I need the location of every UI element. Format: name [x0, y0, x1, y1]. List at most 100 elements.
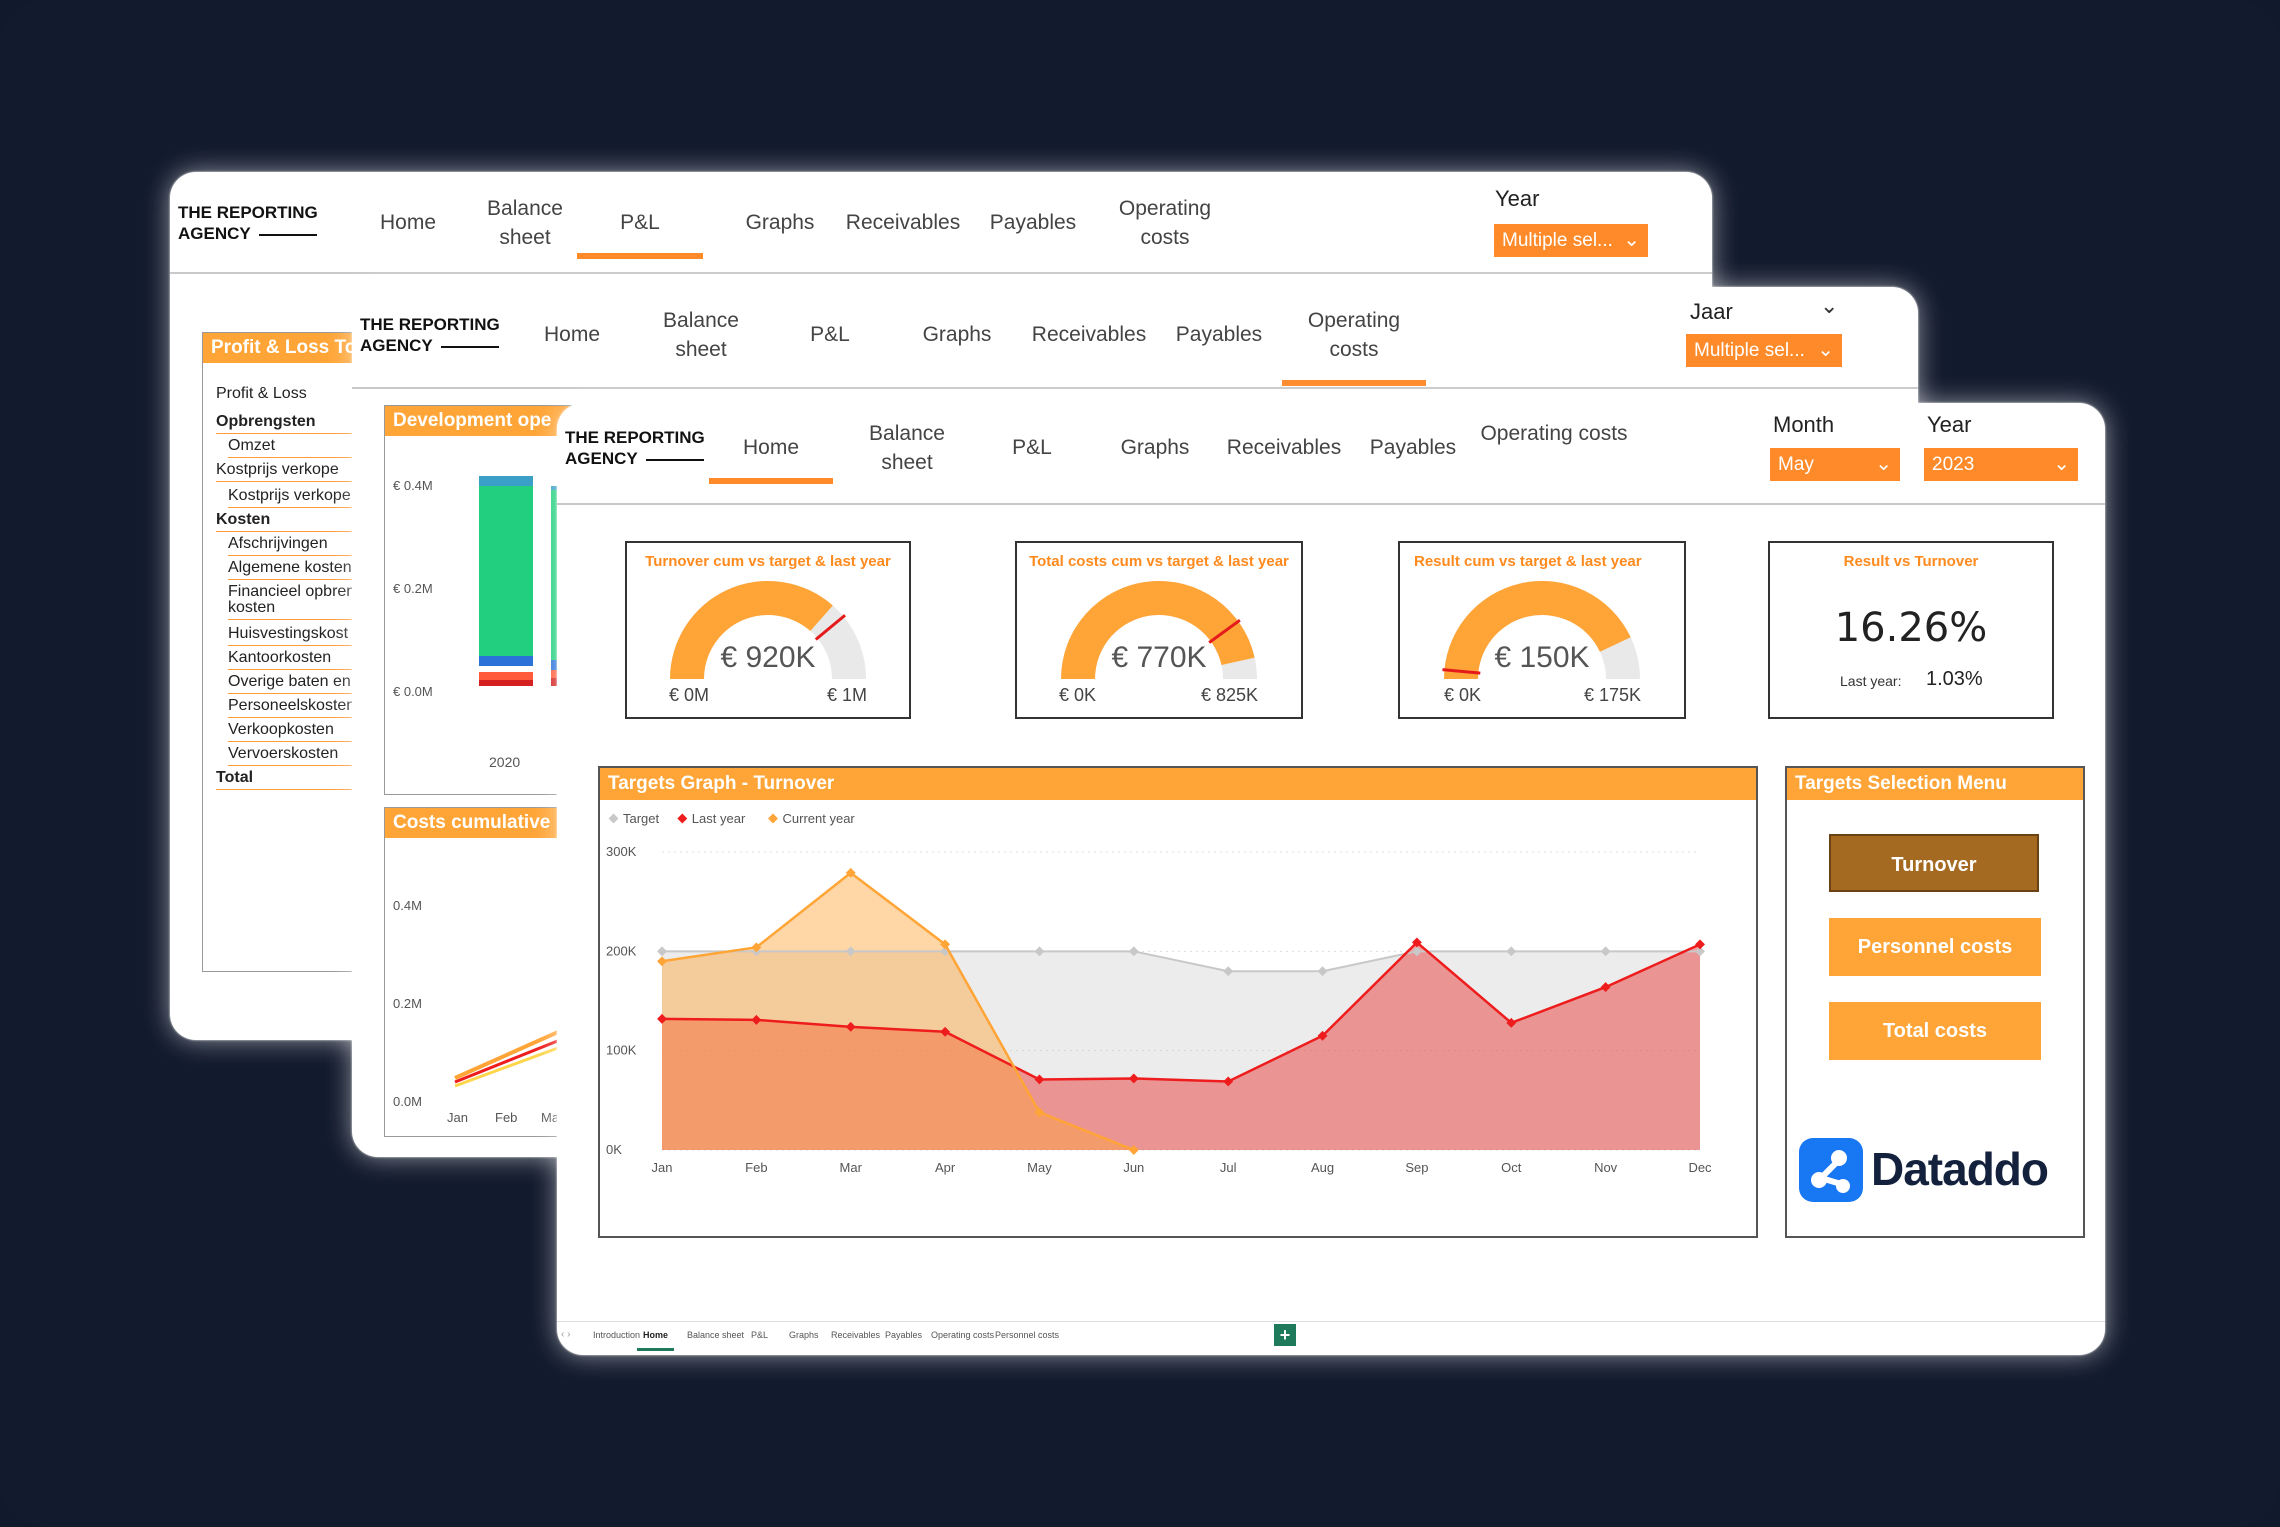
- nav-operating-costs[interactable]: Operating costs: [1282, 306, 1426, 386]
- total-costs-gauge: [1061, 581, 1257, 679]
- nav-operating-costs[interactable]: Operating costs: [1118, 197, 1212, 249]
- data-point[interactable]: [1600, 946, 1611, 957]
- nav-home[interactable]: Home: [709, 433, 833, 484]
- series-line: [661, 940, 1701, 1083]
- nav-pl[interactable]: P&L: [810, 323, 850, 346]
- tick-label: 0.4M: [393, 898, 422, 913]
- y-tick-label: 100K: [606, 1043, 637, 1058]
- pl-row: Vervoerskosten: [228, 742, 362, 766]
- nav-payables[interactable]: Payables: [989, 211, 1077, 234]
- chevron-down-icon: ⌄: [2053, 453, 2070, 475]
- kpi-result-card[interactable]: Result cum vs target & last year € 150K …: [1398, 541, 1686, 719]
- sheet-tab[interactable]: Personnel costs: [995, 1330, 1060, 1340]
- x-tick-label: Nov: [1594, 1160, 1618, 1175]
- x-tick-label: Feb: [745, 1160, 767, 1175]
- pl-row: Total: [216, 766, 362, 790]
- add-tab-button[interactable]: +: [1274, 1324, 1296, 1346]
- x-tick-label: Oct: [1501, 1160, 1522, 1175]
- tick-label: € 0.2M: [393, 581, 433, 596]
- result-vs-turnover-card[interactable]: Result vs Turnover 16.26% Last year: 1.0…: [1768, 541, 2054, 719]
- pl-row: Overige baten en: [228, 670, 362, 694]
- tab-nav-arrows[interactable]: ‹ ›: [561, 1329, 571, 1340]
- year-label: Year: [1495, 186, 1540, 211]
- kpi-min: € 0M: [669, 685, 710, 705]
- x-tick-label: Jun: [1123, 1160, 1144, 1175]
- data-point[interactable]: [1506, 946, 1517, 957]
- year-slicer[interactable]: Multiple sel... ⌄: [1494, 224, 1648, 257]
- nav-home[interactable]: Home: [543, 323, 601, 346]
- turnover-area-chart: 0K 100K 200K 300K Jan Feb Mar Apr May Jun Jul Aug Se…: [606, 811, 1712, 1175]
- kpi-total-costs-card[interactable]: Total costs cum vs target & last year € …: [1015, 541, 1303, 719]
- month-slicer[interactable]: May ⌄: [1770, 448, 1900, 481]
- sheet-tab[interactable]: Graphs: [789, 1330, 819, 1340]
- legend-label[interactable]: Target: [623, 811, 660, 826]
- personnel-costs-button[interactable]: Personnel costs: [1829, 918, 2041, 976]
- sheet-tab[interactable]: Home: [637, 1322, 675, 1351]
- nav-receivables[interactable]: Receivables: [845, 211, 961, 234]
- sheet-tab[interactable]: Balance sheet: [687, 1330, 745, 1340]
- data-point[interactable]: [940, 1026, 951, 1037]
- sheet-tab[interactable]: Operating costs: [931, 1330, 995, 1340]
- nav-pl[interactable]: P&L: [577, 208, 703, 259]
- pl-row: Algemene kosten: [228, 556, 362, 580]
- data-point[interactable]: [1695, 939, 1705, 950]
- nav-operating-costs[interactable]: Operating costs: [1480, 422, 1628, 445]
- series-line: [661, 871, 1135, 1152]
- targets-graph-panel: Targets Graph - Turnover 0K 100K 200K 300K J…: [598, 766, 1758, 1238]
- data-point[interactable]: [1695, 946, 1705, 957]
- costs-cumulative-title: Costs cumulative: [385, 808, 585, 838]
- pl-row: Financieel opbren: [228, 583, 356, 600]
- data-point[interactable]: [1128, 1145, 1139, 1155]
- data-point[interactable]: [845, 1021, 856, 1032]
- pl-table: Profit & Loss To: [202, 332, 363, 972]
- gauge-target-marker: [1208, 619, 1241, 644]
- sheet-tab-bar: ‹ › Introduction Home Balance sheet P&L Grap…: [557, 1321, 2105, 1351]
- jaar-slicer[interactable]: Multiple sel... ⌄: [1686, 334, 1842, 367]
- sheet-tab[interactable]: Payables: [885, 1330, 923, 1340]
- nav-balance-sheet[interactable]: Balance sheet: [487, 197, 563, 249]
- pl-row: Kostprijs verkope: [216, 458, 362, 482]
- targets-menu-title: Targets Selection Menu: [1787, 768, 2083, 800]
- nav-payables[interactable]: Payables: [1175, 323, 1263, 346]
- sheet-tab[interactable]: Introduction: [593, 1330, 641, 1340]
- legend-label[interactable]: Last year: [692, 811, 746, 826]
- sheet-tab[interactable]: Receivables: [831, 1330, 881, 1340]
- legend-marker: [768, 813, 778, 824]
- turnover-gauge: [670, 581, 866, 679]
- dataddo-wordmark: Dataddo: [1871, 1143, 2049, 1195]
- data-point[interactable]: [1034, 1107, 1045, 1118]
- nav-home[interactable]: Home: [379, 211, 437, 234]
- nav-payables[interactable]: Payables: [1369, 436, 1457, 459]
- nav-receivables[interactable]: Receivables: [1031, 323, 1147, 346]
- data-point[interactable]: [657, 956, 667, 967]
- sheet-tab[interactable]: P&L: [751, 1330, 769, 1340]
- pl-row: Opbrengsten: [216, 410, 362, 434]
- cumulative-lines: [454, 1018, 585, 1088]
- data-point[interactable]: [940, 939, 951, 950]
- turnover-button[interactable]: Turnover: [1829, 834, 2039, 892]
- kpi-max: € 825K: [1201, 685, 1259, 705]
- legend-label[interactable]: Current year: [783, 811, 856, 826]
- data-point[interactable]: [1600, 982, 1611, 993]
- development-title: Development ope: [385, 406, 585, 436]
- nav-receivables[interactable]: Receivables: [1226, 436, 1342, 459]
- nav-balance-sheet[interactable]: Balance sheet: [663, 309, 739, 361]
- total-costs-button[interactable]: Total costs: [1829, 1002, 2041, 1060]
- pl-row: Afschrijvingen: [228, 532, 362, 556]
- nav-graphs[interactable]: Graphs: [1120, 436, 1190, 459]
- nav-graphs[interactable]: Graphs: [922, 323, 992, 346]
- nav-graphs[interactable]: Graphs: [745, 211, 815, 234]
- data-point[interactable]: [657, 946, 667, 957]
- nav-pl[interactable]: P&L: [1012, 436, 1052, 459]
- year-slicer[interactable]: 2023 ⌄: [1924, 448, 2078, 481]
- kpi-value: € 150K: [1494, 641, 1590, 674]
- kpi-max: € 1M: [827, 685, 868, 705]
- kpi-value: € 770K: [1111, 641, 1207, 674]
- chevron-down-icon[interactable]: ⌄: [1820, 293, 1839, 318]
- kpi-min: € 0K: [1059, 685, 1097, 705]
- y-tick-label: 200K: [606, 943, 637, 958]
- nav-balance-sheet[interactable]: Balance sheet: [869, 422, 945, 474]
- kpi-turnover-card[interactable]: Turnover cum vs target & last year € 920…: [625, 541, 911, 719]
- data-point[interactable]: [657, 1013, 667, 1024]
- stacked-bar: [551, 486, 561, 686]
